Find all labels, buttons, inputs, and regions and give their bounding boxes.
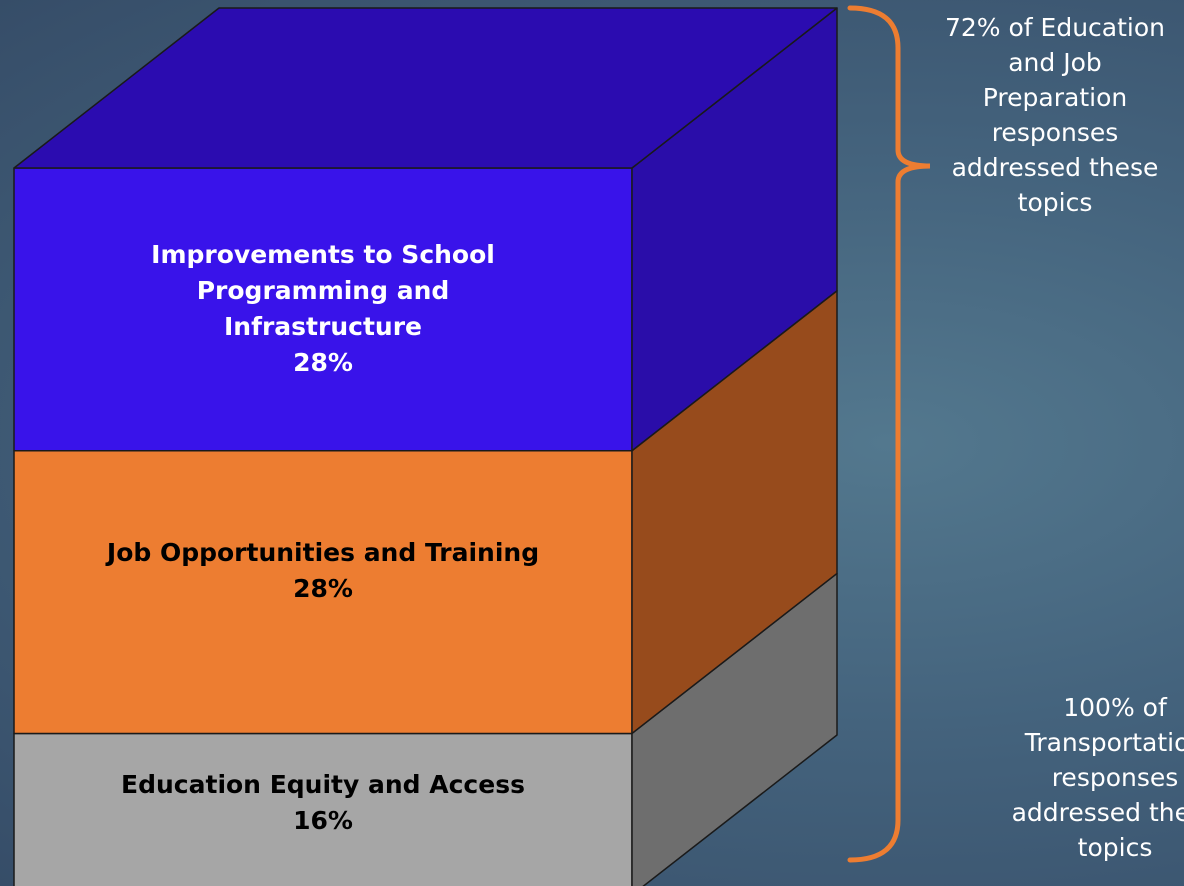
annotation-education-job-prep: 72% of Education and Job Preparation res…	[944, 13, 1166, 217]
segment-label-school-improvements: Improvements to School Programming and I…	[14, 237, 632, 381]
curly-bracket	[847, 5, 931, 863]
segment-value: 28%	[293, 574, 353, 603]
annotation-transportation: 100% of Transportation responses address…	[1011, 693, 1184, 862]
segment-name: Improvements to School Programming and I…	[151, 240, 495, 341]
segment-name: Job Opportunities and Training	[106, 538, 540, 567]
segment-label-job-opportunities: Job Opportunities and Training 28%	[14, 535, 632, 607]
segment-top-school-improvements	[13, 7, 838, 169]
segment-value: 16%	[293, 806, 353, 835]
segment-name: Education Equity and Access	[121, 770, 525, 799]
segment-label-education-equity: Education Equity and Access 16%	[14, 767, 632, 839]
segment-value: 28%	[293, 348, 353, 377]
